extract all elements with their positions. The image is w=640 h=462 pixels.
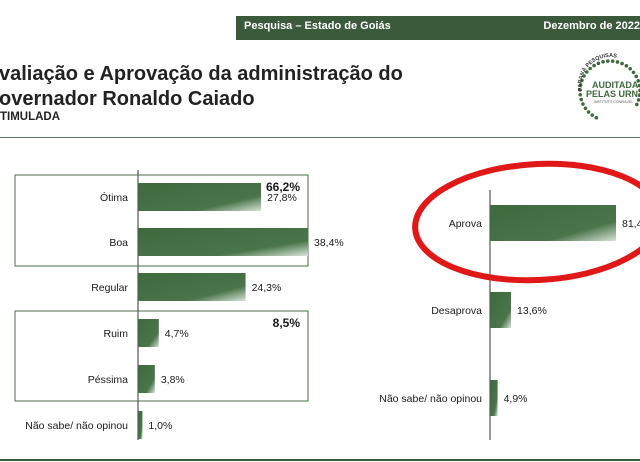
svg-text:PELAS URNAS: PELAS URNAS [586, 89, 640, 99]
group-total-label: 66,2% [266, 180, 300, 194]
category-label: Não sabe/ não opinou [379, 393, 482, 405]
logo-dot [636, 98, 640, 102]
footer-rule [0, 459, 640, 461]
svg-text:INSTITUTO CONFIÁVEL: INSTITUTO CONFIÁVEL [594, 100, 633, 104]
bar [490, 205, 616, 241]
value-label: 27,8% [267, 192, 297, 204]
logo-dot [592, 63, 596, 68]
value-label: 4,9% [504, 393, 528, 405]
approval-chart: Aprova 81,4 Desaprova 13,6% Não sabe/ não op… [379, 160, 640, 440]
logo-seal: PARANÁ PESQUISAS AUDITADA PELAS URNAS IN… [577, 53, 640, 120]
group-total-label: 8,5% [273, 316, 301, 330]
svg-text:AUDITADA: AUDITADA [592, 80, 639, 90]
logo-dot [583, 106, 588, 111]
title-line-2: overnador Ronaldo Caiado [0, 88, 255, 110]
bar [490, 292, 512, 328]
survey-label: Pesquisa – Estado de Goiás [244, 20, 391, 32]
date-label: Dezembro de 2022 [543, 20, 640, 32]
category-label: Regular [91, 282, 128, 294]
logo-dot [637, 93, 640, 98]
page-title: valiação e Aprovação da administração do… [0, 62, 403, 112]
value-label: 38,4% [314, 237, 344, 249]
title-line-1: valiação e Aprovação da administração do [0, 63, 403, 85]
logo-dot [624, 64, 629, 68]
value-label: 81,4 [622, 218, 640, 230]
evaluation-chart: 66,2% 8,5% Ótima 27,8% Boa 38,4% Regular 24,3% R… [14, 170, 344, 440]
value-label: 13,6% [517, 305, 547, 317]
bar [138, 273, 246, 301]
bar [138, 365, 155, 393]
highlight-circle [412, 160, 640, 284]
bar [138, 411, 143, 439]
bar [490, 380, 498, 416]
value-label: 24,3% [252, 282, 282, 294]
logo-dot [636, 79, 640, 83]
category-label: Desaprova [431, 305, 482, 317]
logo-dot [634, 74, 639, 79]
value-label: 1,0% [148, 420, 172, 432]
group-frame [14, 310, 309, 402]
logo-dot [582, 74, 586, 78]
logo-dot [596, 61, 601, 66]
category-label: Ruim [103, 328, 128, 340]
logo-dot [590, 113, 595, 117]
logo-dot [586, 110, 591, 114]
logo-dot [615, 60, 620, 64]
category-label: Ótima [100, 191, 128, 204]
logo-dot [601, 60, 605, 64]
logo-dot [578, 88, 582, 92]
logo-dot [628, 67, 632, 71]
category-label: Péssima [88, 374, 128, 386]
category-label: Aprova [449, 218, 482, 230]
value-label: 3,8% [161, 374, 185, 386]
header-bar: Pesquisa – Estado de Goiás Dezembro de 2… [236, 16, 640, 40]
header-divider [0, 137, 640, 138]
logo-dot [637, 83, 640, 88]
bar [138, 183, 262, 211]
category-label: Boa [109, 237, 128, 249]
logo-dot [594, 115, 599, 120]
logo-dot [588, 66, 592, 71]
group-frame [14, 174, 309, 267]
bar [138, 319, 159, 347]
logo-dot [584, 70, 589, 74]
bar [138, 228, 308, 256]
value-label: 4,7% [165, 328, 189, 340]
logo-dot [578, 92, 583, 97]
logo-dot [606, 59, 610, 63]
logo-dot [578, 83, 583, 87]
logo-dot [631, 70, 636, 75]
logo-dot [580, 78, 584, 83]
logo-dot [610, 59, 615, 63]
logo-dot [620, 61, 624, 66]
category-label: Não sabe/ não opinou [25, 420, 128, 432]
logo-dot [635, 102, 639, 107]
page-subtitle: TIMULADA [0, 111, 61, 123]
logo-dot [579, 97, 584, 102]
logo-dot [581, 102, 585, 106]
